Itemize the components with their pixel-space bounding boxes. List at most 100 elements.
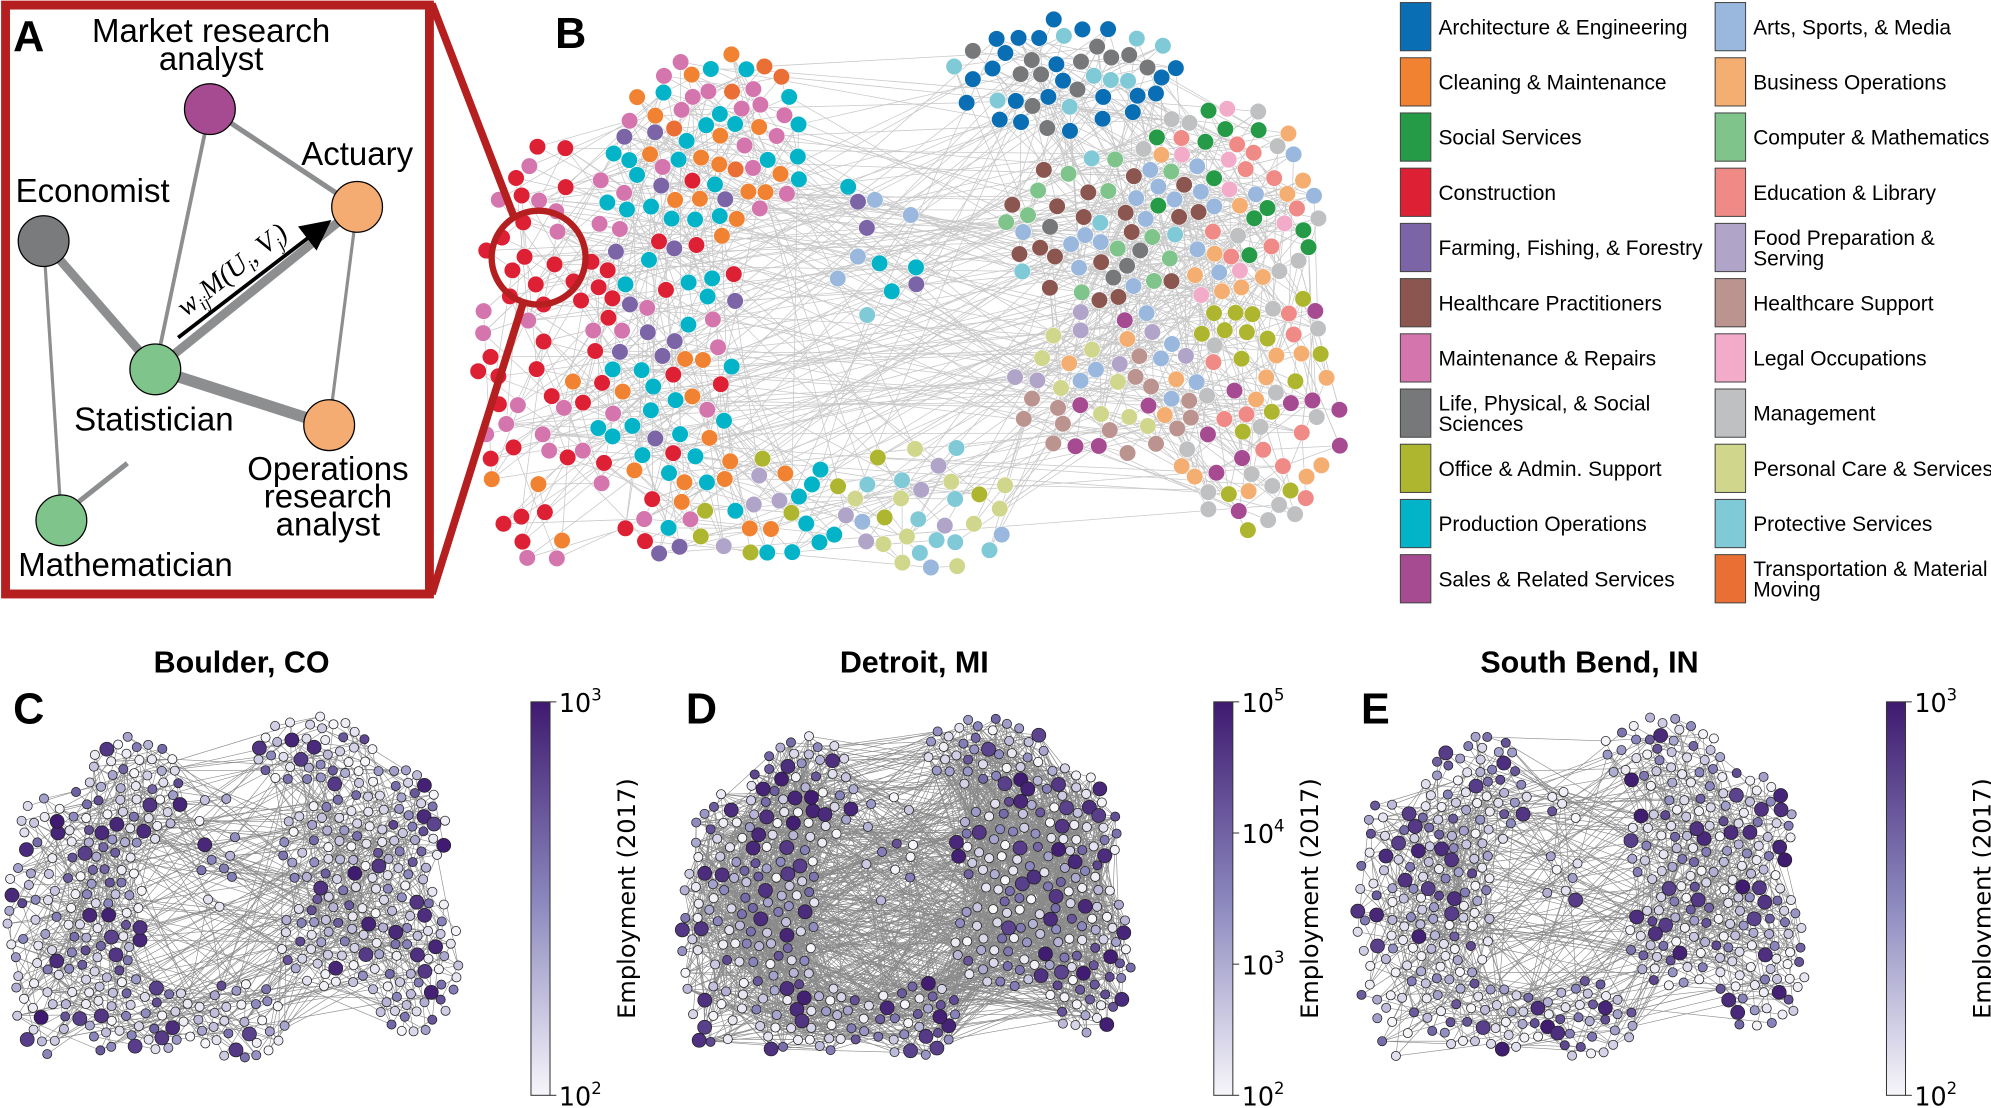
legend-label: Social Services	[1438, 127, 1581, 150]
network-edge	[714, 184, 1274, 310]
edge-statistician-mathematician	[77, 461, 129, 504]
occupation-node	[88, 1031, 99, 1042]
occupation-node	[72, 1011, 88, 1026]
network-edge	[38, 830, 345, 946]
occupation-node	[423, 898, 434, 909]
network-edge	[306, 738, 392, 1025]
occupation-node	[107, 770, 118, 781]
occupation-node	[80, 999, 91, 1010]
occupation-node	[54, 803, 65, 814]
occupation-node	[599, 261, 617, 279]
occupation-node	[1205, 169, 1223, 187]
network-edge	[857, 205, 1159, 257]
zoom-callout	[428, 2, 589, 596]
occupation-node	[654, 158, 672, 176]
occupation-node	[335, 854, 346, 865]
occupation-node	[699, 288, 717, 306]
network-edge	[16, 969, 49, 1016]
occupation-node	[6, 939, 17, 950]
occupation-node	[433, 964, 444, 975]
network-edge	[1228, 159, 1272, 247]
legend-swatch	[1714, 498, 1747, 549]
occupation-node	[912, 481, 930, 499]
occupation-node	[391, 991, 402, 1002]
network-edge	[720, 383, 1110, 431]
occupation-node	[126, 1030, 137, 1041]
occupation-node	[829, 477, 847, 495]
network-edge	[723, 788, 764, 824]
occupation-node	[1049, 399, 1067, 417]
occupation-node	[1262, 237, 1280, 255]
occupation-node	[1073, 283, 1091, 301]
occupation-node	[438, 899, 449, 910]
occupation-node	[147, 784, 158, 795]
occupation-node	[673, 493, 691, 511]
city-title: Detroit, MI	[840, 646, 989, 680]
occupation-node	[95, 1045, 106, 1056]
occupation-node	[604, 360, 622, 378]
occupation-node	[371, 883, 381, 894]
network-edge	[112, 936, 124, 993]
occupation-node	[1306, 302, 1324, 320]
occupation-node	[278, 850, 289, 861]
network-edge	[141, 799, 206, 891]
occupation-node	[364, 821, 375, 832]
occupation-node	[115, 783, 126, 794]
label-ops-analyst: analyst	[276, 506, 381, 543]
occupation-node	[143, 739, 154, 750]
occupation-node	[140, 1008, 151, 1019]
occupation-node	[128, 868, 139, 879]
occupation-node	[670, 151, 688, 169]
legend-label: Sales & Related Services	[1438, 568, 1674, 591]
occupation-node	[1188, 157, 1206, 175]
occupation-node	[401, 1000, 412, 1011]
occupation-node	[347, 923, 358, 934]
occupation-node	[652, 177, 670, 195]
network-edge	[1263, 445, 1340, 451]
legend-item: Office & Admin. Support	[1399, 443, 1662, 493]
occupation-node	[347, 911, 358, 922]
occupation-node	[1237, 160, 1255, 178]
occupation-node	[350, 882, 361, 893]
network-edge	[798, 73, 1021, 125]
occupation-node	[1220, 151, 1238, 169]
occupation-node	[360, 861, 371, 871]
occupation-node	[591, 215, 609, 233]
legend-item: Construction	[1399, 167, 1556, 217]
occupation-node	[33, 1010, 49, 1025]
occupation-node	[367, 744, 378, 755]
network-edge	[311, 747, 315, 825]
occupation-node	[89, 966, 100, 977]
network-edge	[199, 755, 272, 822]
occupation-node	[1101, 421, 1119, 439]
occupation-node	[790, 170, 808, 188]
occupation-node	[646, 107, 664, 125]
occupation-node	[1285, 145, 1303, 163]
occupation-node	[1015, 410, 1033, 428]
occupation-node	[1091, 214, 1109, 232]
occupation-node	[306, 739, 322, 755]
network-edge	[644, 234, 1086, 520]
network-edge	[650, 206, 952, 482]
network-edge	[612, 399, 676, 437]
network-edge	[498, 199, 751, 529]
occupation-node	[231, 985, 242, 996]
network-edge	[287, 778, 314, 807]
occupation-node	[93, 995, 104, 1006]
occupation-node	[1213, 282, 1231, 300]
legend-label: Management	[1753, 403, 1875, 426]
network-edge	[79, 924, 83, 965]
occupation-node	[323, 891, 334, 902]
occupation-node	[397, 828, 408, 838]
occupation-node	[663, 210, 681, 228]
occupation-node	[1061, 122, 1079, 140]
legend-swatch	[1714, 554, 1747, 604]
network-edge	[544, 462, 605, 513]
occupation-node	[106, 1041, 117, 1052]
occupation-node	[679, 316, 697, 334]
occupation-node	[288, 826, 299, 837]
occupation-node	[226, 871, 237, 882]
occupation-node	[607, 243, 625, 261]
occupation-node	[1142, 377, 1160, 395]
occupation-node	[261, 984, 272, 995]
